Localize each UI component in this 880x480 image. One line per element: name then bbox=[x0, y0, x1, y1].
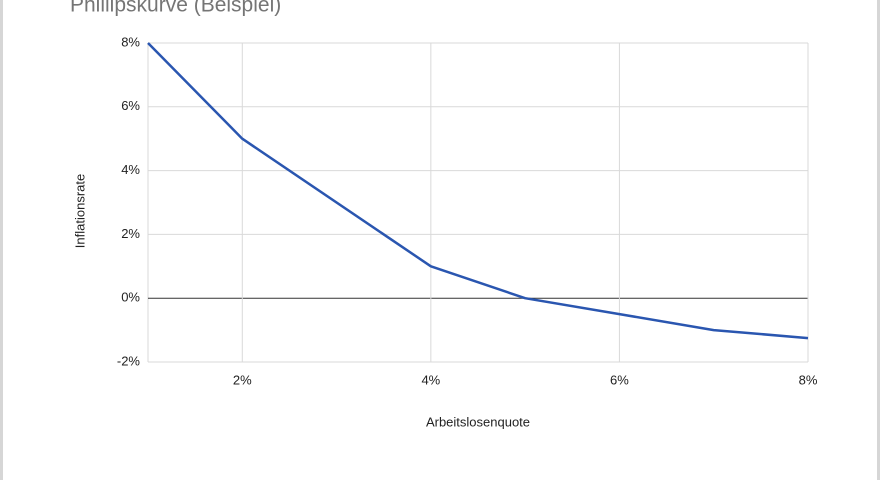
y-tick-label: 0% bbox=[121, 290, 140, 305]
y-tick-label: 8% bbox=[121, 34, 140, 49]
x-tick-label: 6% bbox=[610, 372, 629, 387]
x-tick-label: 4% bbox=[421, 372, 440, 387]
y-tick-label: 4% bbox=[121, 162, 140, 177]
x-tick-label: 2% bbox=[233, 372, 252, 387]
y-tick-label: 6% bbox=[121, 98, 140, 113]
chart-title: Phillipskurve (Beispiel) bbox=[70, 0, 281, 17]
y-axis-label: Inflationsrate bbox=[72, 174, 87, 248]
y-tick-label: -2% bbox=[117, 353, 141, 368]
data-line bbox=[147, 42, 809, 340]
x-axis-label: Arbeitslosenquote bbox=[426, 414, 530, 429]
x-tick-label: 8% bbox=[799, 372, 818, 387]
y-tick-label: 2% bbox=[121, 226, 140, 241]
